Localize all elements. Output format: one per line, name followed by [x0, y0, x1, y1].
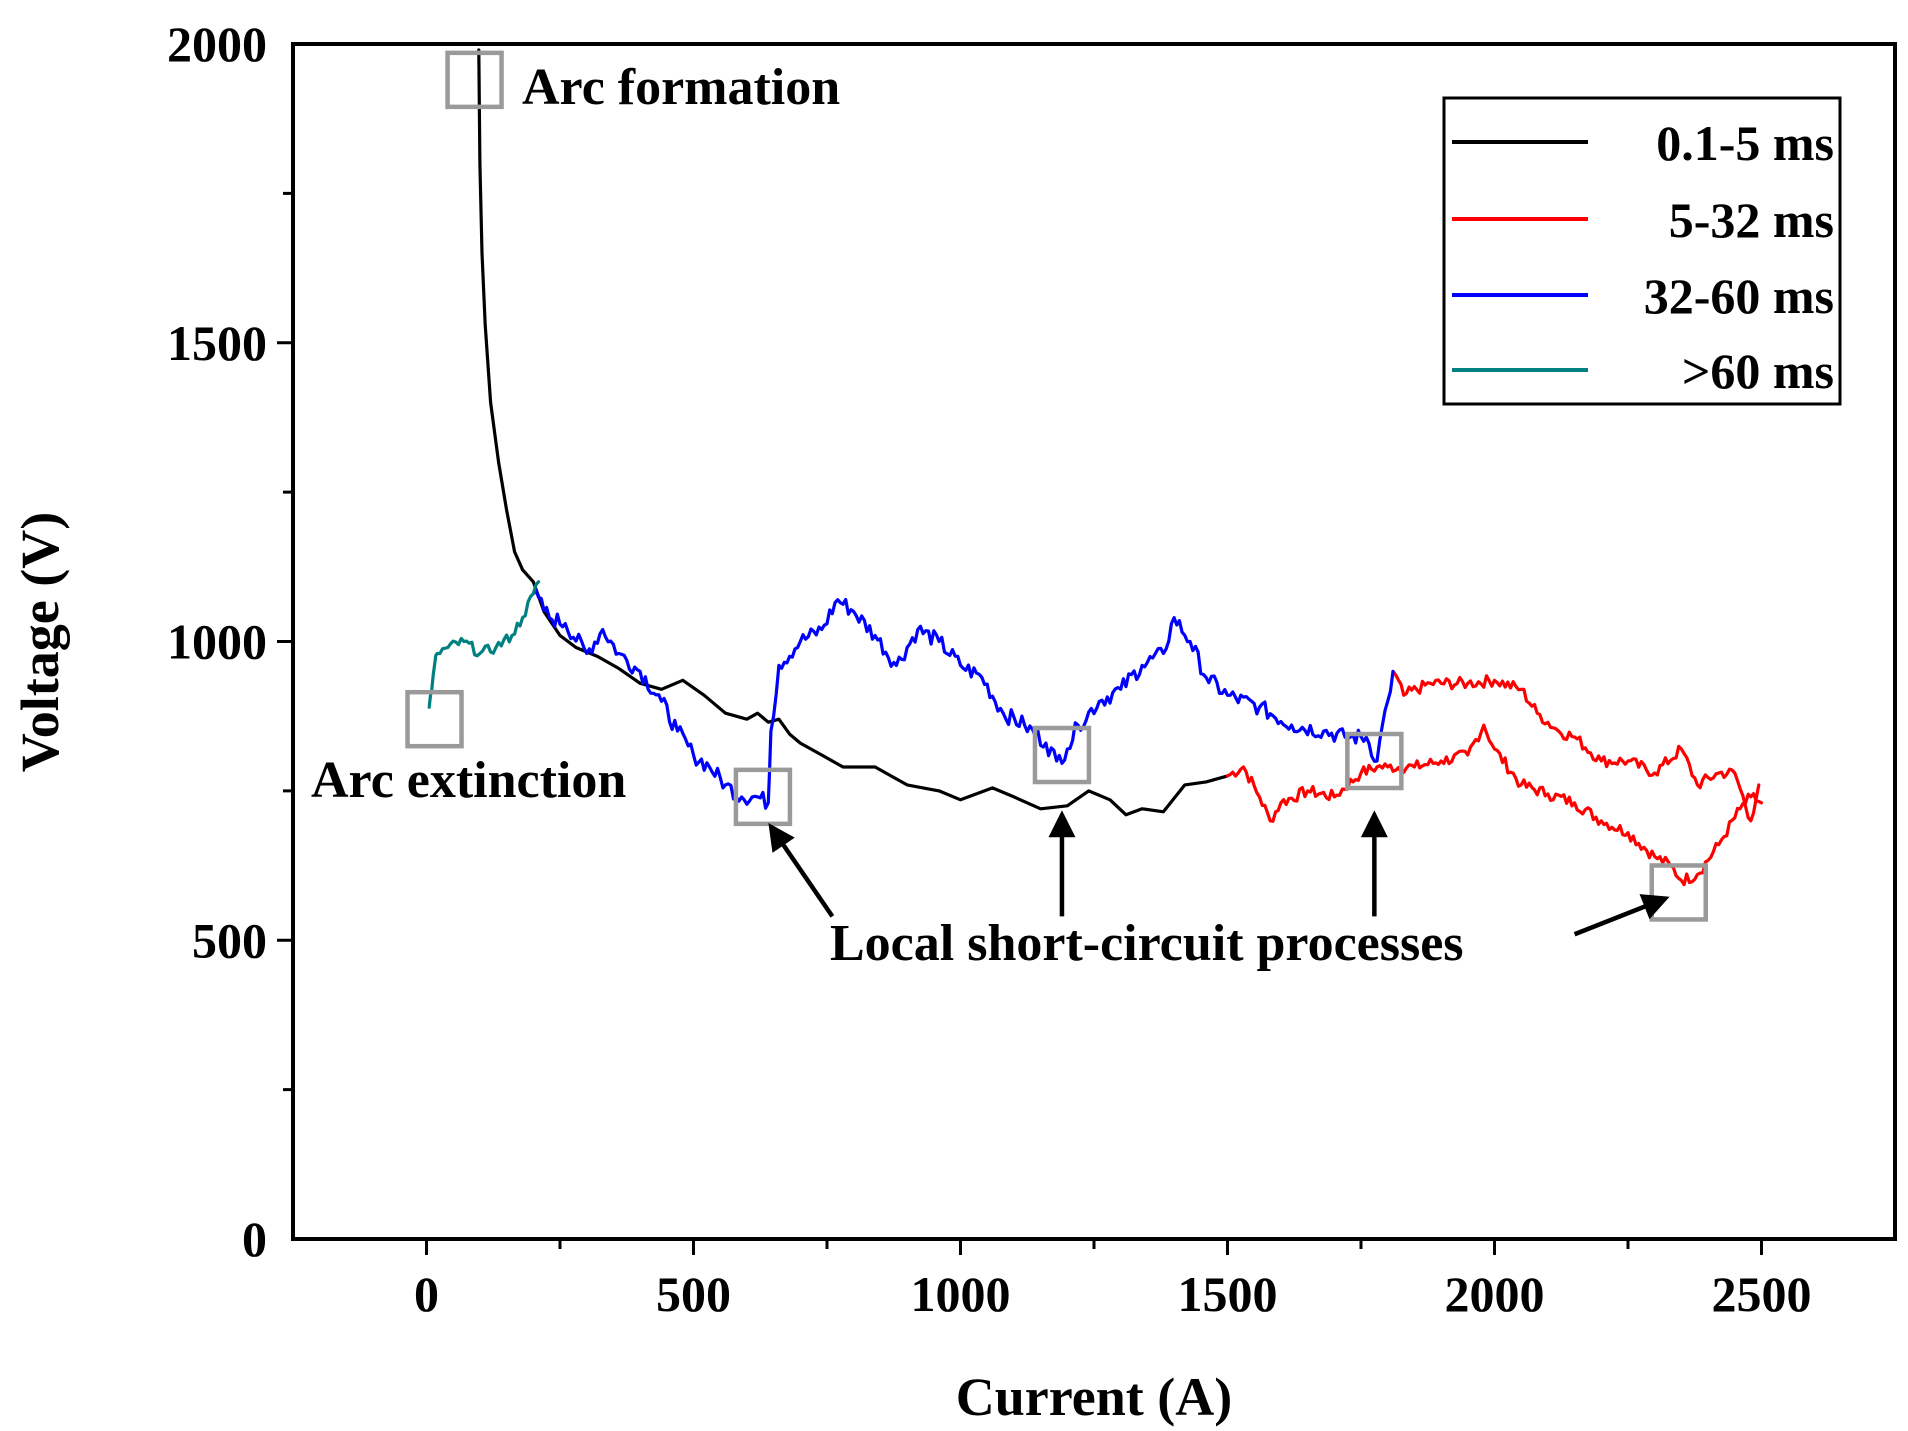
legend-label-3: >60 ms [1682, 343, 1834, 399]
marker-box-0 [445, 50, 504, 110]
x-tick-label: 1500 [1178, 1266, 1278, 1322]
y-tick-label: 0 [242, 1211, 267, 1267]
legend: 0.1-5 ms 5-32 ms 32-60 ms >60 ms [1442, 96, 1842, 406]
series-line-0 [477, 48, 1230, 817]
marker-box-3 [1032, 725, 1092, 785]
tick-layer: 0 500 1000 1500 2000 2500 0 500 1000 1500 2000 [167, 16, 1812, 1322]
x-tick-label: 2000 [1445, 1266, 1545, 1322]
marker-box-2 [733, 767, 793, 827]
arrow-3 [1573, 894, 1670, 937]
legend-entry-3: >60 ms [1452, 343, 1834, 399]
marker-box-5 [1649, 863, 1708, 922]
legend-entry-0: 0.1-5 ms [1452, 115, 1834, 171]
short-circuit-label: Local short-circuit processes [830, 915, 1464, 972]
y-axis-title: Voltage (V) [10, 512, 70, 772]
series-line-1-seg-1 [1391, 669, 1761, 823]
x-tick-label: 2500 [1712, 1266, 1812, 1322]
y-tick-label: 1000 [167, 614, 267, 670]
arc-extinction-label: Arc extinction [311, 752, 626, 809]
legend-label-0: 0.1-5 ms [1656, 115, 1834, 171]
series-line-2 [531, 589, 1395, 810]
series-layer [427, 48, 1764, 887]
legend-entry-2: 32-60 ms [1452, 268, 1834, 324]
x-tick-label: 500 [656, 1266, 731, 1322]
x-tick-label: 0 [414, 1266, 439, 1322]
y-tick-label: 1500 [167, 315, 267, 371]
legend-entry-1: 5-32 ms [1452, 192, 1834, 248]
arc-formation-label: Arc formation [522, 59, 840, 116]
x-tick-label: 1000 [911, 1266, 1011, 1322]
legend-label-1: 5-32 ms [1669, 192, 1834, 248]
y-tick-label: 500 [192, 912, 267, 968]
marker-box-1 [405, 689, 464, 749]
y-tick-label: 2000 [167, 16, 267, 72]
series-line-3 [427, 580, 541, 709]
arrow-0 [768, 823, 835, 918]
legend-box [1442, 96, 1842, 406]
marker-layer [405, 50, 1708, 922]
marker-box-4 [1345, 731, 1404, 791]
arrow-layer [768, 810, 1670, 937]
x-axis-title: Current (A) [956, 1367, 1232, 1427]
legend-label-2: 32-60 ms [1644, 268, 1834, 324]
